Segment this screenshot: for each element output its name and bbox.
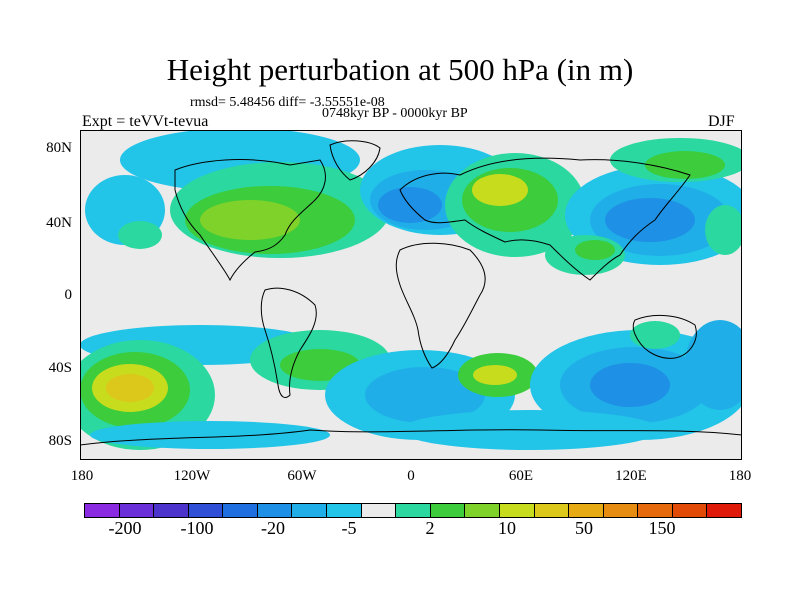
period-text: 0748kyr BP - 0000kyr BP bbox=[322, 106, 468, 121]
contour-blob bbox=[473, 365, 517, 385]
colorbar-swatch bbox=[85, 504, 120, 517]
y-tick-label: 80N bbox=[46, 140, 72, 156]
colorbar-swatch bbox=[223, 504, 258, 517]
colorbar-swatch bbox=[638, 504, 673, 517]
coastline-south-america bbox=[260, 287, 317, 398]
figure-title: Height perturbation at 500 hPa (in m) bbox=[166, 52, 634, 87]
x-tick-label: 0 bbox=[407, 468, 415, 484]
colorbar-label: 2 bbox=[425, 518, 435, 538]
contour-blob bbox=[590, 363, 670, 407]
colorbar-label: -20 bbox=[261, 518, 285, 538]
colorbar-swatch bbox=[499, 504, 535, 517]
coastline-antarctica bbox=[80, 429, 742, 446]
coastline-greenland bbox=[329, 140, 381, 181]
colorbar-label: -100 bbox=[180, 518, 214, 538]
x-tick-label: 120W bbox=[173, 468, 211, 484]
coastline-australia bbox=[632, 315, 697, 359]
colorbar-swatch bbox=[119, 504, 155, 517]
contour-blob bbox=[685, 320, 742, 410]
colorbar-swatch bbox=[396, 504, 431, 517]
colorbar-swatch bbox=[327, 504, 362, 517]
colorbar-swatch bbox=[534, 504, 570, 517]
colorbar-swatch bbox=[292, 504, 328, 517]
colorbar-swatch bbox=[672, 504, 708, 517]
colorbar-swatch bbox=[569, 504, 604, 517]
coastline-eurasia bbox=[399, 157, 691, 281]
colorbar-swatch bbox=[465, 504, 500, 517]
coastline-north-america bbox=[174, 159, 326, 282]
contour-blob bbox=[472, 174, 528, 206]
x-tick-label: 120E bbox=[615, 468, 647, 484]
coastline-layer bbox=[80, 140, 742, 446]
colorbar-swatch bbox=[361, 504, 397, 517]
experiment-label: Expt = teVVt-tevua bbox=[82, 113, 209, 130]
contour-blob bbox=[705, 205, 742, 255]
x-tick-label: 180 bbox=[70, 468, 94, 484]
contour-blob bbox=[645, 151, 725, 179]
map-frame bbox=[80, 130, 742, 460]
y-tick-label: 0 bbox=[64, 287, 73, 303]
contour-fill-layer bbox=[80, 130, 742, 450]
colorbar bbox=[84, 503, 742, 518]
colorbar-swatch bbox=[154, 504, 189, 517]
y-tick-label: 40N bbox=[46, 215, 72, 231]
colorbar-label: -5 bbox=[341, 518, 357, 538]
map-panel bbox=[80, 130, 742, 460]
colorbar-label: -200 bbox=[108, 518, 142, 538]
colorbar-label: 150 bbox=[648, 518, 676, 538]
stats-text: rmsd= 5.48456 diff= -3.55551e-08 bbox=[190, 95, 385, 110]
y-tick-label: 80S bbox=[48, 433, 72, 449]
contour-blob bbox=[630, 321, 680, 349]
coastline-africa bbox=[395, 242, 486, 369]
season-label: DJF bbox=[708, 113, 735, 130]
x-tick-label: 60W bbox=[287, 468, 317, 484]
x-tick-label: 180 bbox=[728, 468, 752, 484]
contour-blob bbox=[575, 240, 615, 260]
colorbar-swatch bbox=[188, 504, 224, 517]
contour-blob bbox=[118, 221, 162, 249]
colorbar-label: 50 bbox=[575, 518, 593, 538]
colorbar-swatch bbox=[257, 504, 293, 517]
contour-blob bbox=[365, 367, 485, 423]
x-tick-label: 60E bbox=[508, 468, 534, 484]
contour-blob bbox=[200, 200, 300, 240]
colorbar-label: 10 bbox=[498, 518, 516, 538]
contour-blob bbox=[605, 198, 695, 242]
contour-blob bbox=[90, 421, 330, 449]
colorbar-swatch bbox=[430, 504, 466, 517]
colorbar-swatch bbox=[603, 504, 639, 517]
colorbar-swatch bbox=[707, 504, 741, 517]
y-tick-label: 40S bbox=[48, 360, 72, 376]
contour-blob bbox=[106, 374, 154, 402]
